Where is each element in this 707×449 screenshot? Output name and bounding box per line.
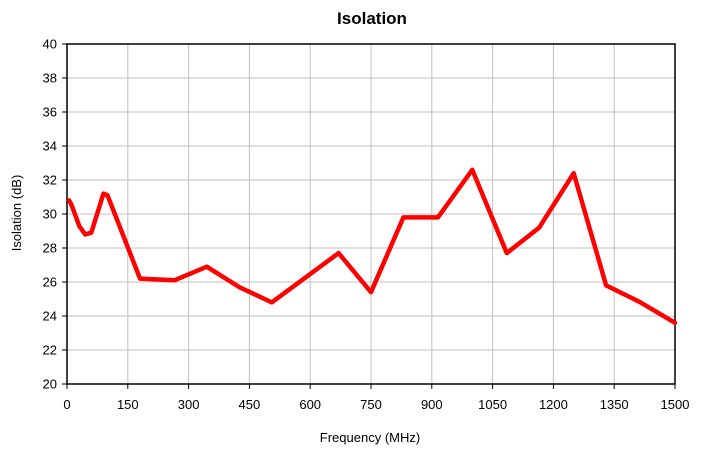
y-tick-label: 36 [43,105,57,120]
y-tick-label: 40 [43,37,57,52]
data-point [172,278,176,282]
y-tick-label: 22 [43,343,57,358]
y-tick-label: 38 [43,71,57,86]
x-tick-label: 900 [421,397,443,412]
x-tick-label: 600 [299,397,321,412]
data-point [436,215,440,219]
x-tick-label: 1050 [478,397,507,412]
data-point [639,300,642,304]
data-point [83,232,87,236]
y-tick-label: 26 [43,275,57,290]
y-tick-label: 28 [43,241,57,256]
x-tick-label: 450 [239,397,261,412]
x-tick-label: 150 [117,397,139,412]
data-point [237,285,241,289]
data-point [102,192,105,196]
data-point [138,277,142,281]
y-tick-label: 20 [43,377,57,392]
y-tick-label: 34 [43,139,57,154]
x-tick-label: 1500 [661,397,690,412]
x-axis-ticks: 0 150 300 450 600 750 900 1050 1200 1350 1500 [63,384,689,412]
data-point [205,265,209,269]
data-point [369,290,373,294]
data-point [67,198,71,202]
data-point [604,283,608,287]
y-axis-ticks: 20 22 24 26 28 30 32 34 36 38 40 [43,37,67,392]
x-tick-label: 300 [178,397,200,412]
data-point [505,251,509,255]
chart-title: Isolation [337,9,407,28]
y-tick-label: 24 [43,309,57,324]
data-point [302,277,306,281]
data-point [77,224,81,228]
y-tick-label: 32 [43,173,57,188]
data-point [270,300,274,304]
x-tick-label: 1350 [600,397,629,412]
data-point [106,193,109,197]
data-point [470,168,474,172]
y-tick-label: 30 [43,207,57,222]
data-point [537,226,541,230]
x-tick-label: 750 [360,397,382,412]
x-axis-label: Frequency (MHz) [320,430,420,445]
series-layer [66,167,678,326]
data-point [673,321,677,325]
y-axis-label: Isolation (dB) [9,175,24,252]
data-point [401,215,405,219]
x-tick-label: 1200 [539,397,568,412]
series-line [66,167,678,326]
data-point [337,251,341,255]
x-tick-label: 0 [63,397,70,412]
data-point [572,171,576,175]
data-point [69,202,73,206]
data-point [89,231,93,235]
